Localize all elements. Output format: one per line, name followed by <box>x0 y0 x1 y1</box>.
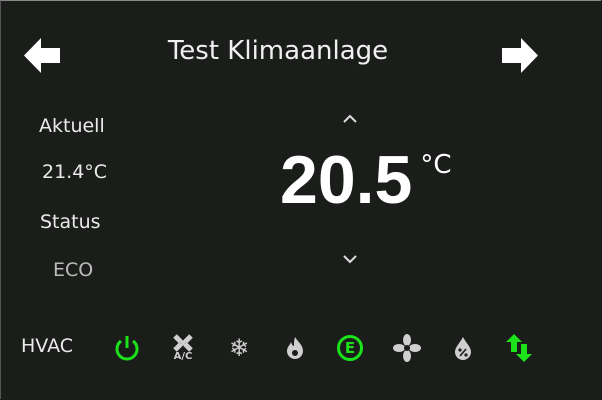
fan-icon[interactable] <box>391 332 423 364</box>
power-icon[interactable] <box>111 332 143 364</box>
arrow-left-icon[interactable] <box>24 38 60 73</box>
humidity-drop-icon[interactable] <box>447 332 479 364</box>
hvac-label: HVAC <box>21 335 73 357</box>
ac-fan-icon[interactable]: A/C <box>167 332 199 364</box>
status-label: Status <box>40 211 101 233</box>
setpoint-unit: °C <box>420 150 452 180</box>
snowflake-icon[interactable]: ❄ <box>228 334 250 362</box>
flame-icon[interactable] <box>279 332 311 364</box>
current-temperature: 21.4°C <box>42 161 108 183</box>
setpoint-value: 20.5 <box>280 142 413 218</box>
chevron-up-icon[interactable] <box>342 114 358 124</box>
chevron-down-icon[interactable] <box>342 254 358 264</box>
current-label: Aktuell <box>39 115 105 137</box>
ac-label: A/C <box>173 351 193 362</box>
status-value: ECO <box>53 259 94 281</box>
swap-arrows-icon[interactable] <box>503 332 535 364</box>
eco-icon[interactable]: E <box>334 332 366 364</box>
arrow-right-icon[interactable] <box>502 38 538 73</box>
setpoint-display: 20.5 °C <box>280 140 452 220</box>
eco-letter: E <box>337 335 363 361</box>
page-title: Test Klimaanlage <box>167 36 389 66</box>
